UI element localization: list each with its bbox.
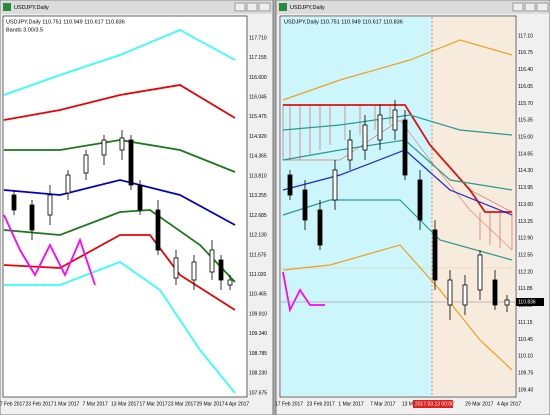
price-label: 116.045: [249, 94, 267, 100]
price-label: 116.40: [518, 67, 533, 73]
window-buttons[interactable]: [234, 2, 271, 12]
price-label: 113.60: [518, 202, 533, 208]
price-label: 112.685: [249, 213, 267, 219]
window-buttons[interactable]: [512, 2, 549, 12]
price-label: 111.020: [249, 272, 267, 278]
indicator-label: Bands 3.00/3.5: [6, 27, 43, 33]
price-label: 115.00: [518, 134, 533, 140]
current-price: 110.836: [518, 299, 536, 305]
date-label: 4 Apr 2017: [497, 401, 521, 407]
cloud-hatch: [289, 105, 501, 248]
price-label: 116.600: [249, 75, 267, 81]
price-label: 115.475: [249, 114, 267, 120]
window-title: USDJPY,Daily: [14, 5, 49, 11]
date-label: 13 Mar 2017: [111, 401, 139, 407]
price-label: 112.130: [249, 233, 267, 239]
price-label: 111.15: [518, 320, 533, 326]
price-label: 117.710: [249, 35, 267, 41]
price-label: 111.50: [518, 303, 533, 309]
price-label: 109.910: [249, 311, 267, 317]
date-label: 1 Mar 2017: [54, 401, 80, 407]
price-label: 114.365: [249, 154, 267, 160]
date-label: 29 Mar 2017: [465, 401, 493, 407]
price-label: 117.10: [518, 33, 533, 39]
date-label: 17 Feb 2017: [275, 401, 303, 407]
date-label: 23 Feb 2017: [26, 401, 54, 407]
price-label: 114.30: [518, 168, 533, 174]
price-label: 109.75: [518, 370, 534, 376]
price-label: 114.920: [249, 134, 267, 140]
candles: [11, 130, 233, 290]
chart-header: USDJPY,Daily 110.751 110.949 110.617 110…: [284, 19, 403, 25]
price-label: 108.230: [249, 371, 267, 377]
price-label: 108.785: [249, 351, 267, 357]
cursor-date: 2017.03.13 00:00: [415, 401, 454, 407]
price-label: 117.155: [249, 55, 267, 61]
price-label: 113.255: [249, 193, 267, 199]
chart-header: USDJPY,Daily 110.751 110.949 110.617 110…: [6, 19, 125, 25]
price-label: 107.675: [249, 390, 267, 396]
price-label: 112.55: [518, 252, 533, 258]
candles: [287, 100, 510, 320]
date-label: 4 Apr 2017: [225, 401, 249, 407]
window-title: USDJPY,Daily: [290, 5, 325, 11]
price-label: 111.85: [518, 286, 533, 292]
bands: [3, 29, 236, 394]
price-label: 110.45: [518, 337, 533, 343]
price-label: 114.65: [518, 151, 533, 157]
price-label: 115.70: [518, 101, 533, 107]
price-label: 109.340: [249, 331, 267, 337]
date-label: 23 Feb 2017: [307, 401, 335, 407]
price-label: 113.25: [518, 219, 533, 225]
date-label: 23 Mar 2017: [168, 401, 196, 407]
price-label: 115.35: [518, 118, 533, 124]
price-label: 113.95: [518, 185, 533, 191]
date-label: 7 Mar 2017: [370, 401, 396, 407]
price-label: 110.465: [249, 292, 267, 298]
date-label: 17 Mar 2017: [140, 401, 168, 407]
price-label: 111.575: [249, 252, 267, 258]
date-label: 17 Feb 2017: [0, 401, 25, 407]
date-label: 1 Mar 2017: [338, 401, 364, 407]
window-right: USDJPY,Daily USDJPY,Daily 110.751 110.94…: [275, 0, 550, 415]
date-label: 7 Mar 2017: [83, 401, 109, 407]
price-label: 109.40: [518, 387, 534, 393]
price-label: 112.20: [518, 269, 533, 275]
price-label: 116.05: [518, 84, 533, 90]
window-left: USDJPY,Daily USDJPY,Daily 110.751 110.94…: [0, 0, 274, 415]
date-label: 29 Mar 2017: [197, 401, 225, 407]
price-label: 112.90: [518, 236, 533, 242]
price-label: 113.810: [249, 173, 267, 179]
price-label: 116.75: [518, 50, 533, 56]
price-label: 110.10: [518, 354, 533, 360]
